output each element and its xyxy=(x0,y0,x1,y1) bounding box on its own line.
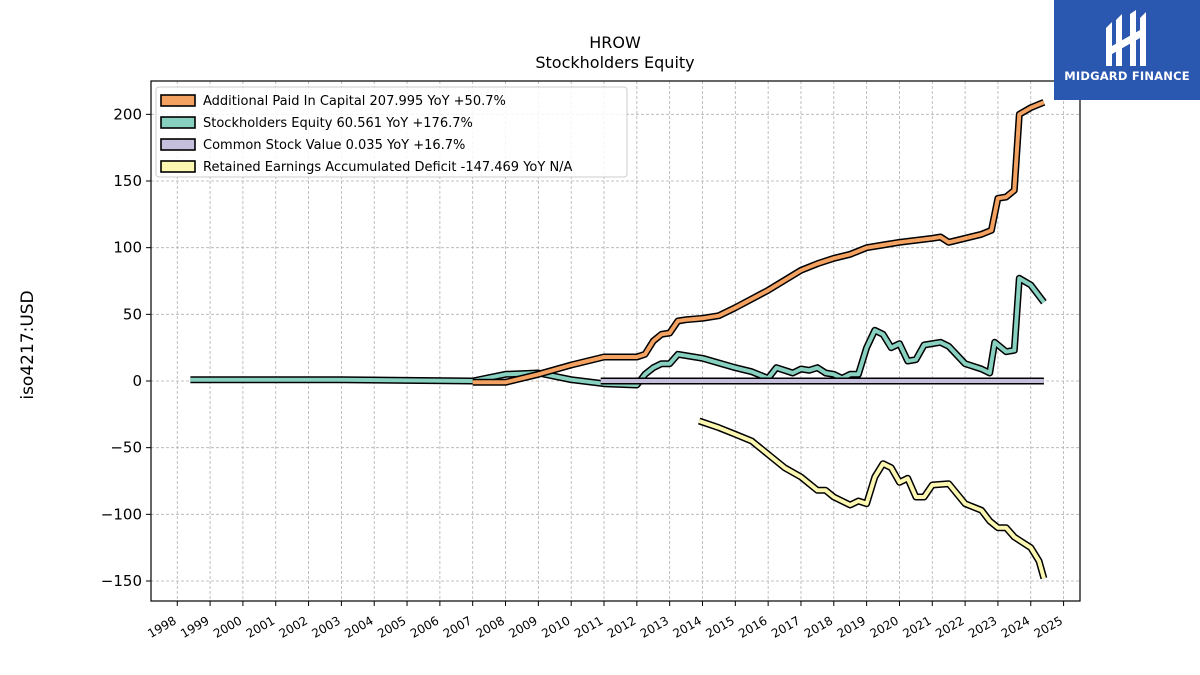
x-tick-label: 2008 xyxy=(474,613,507,640)
legend-swatch xyxy=(160,116,196,129)
series-line xyxy=(472,100,1045,385)
y-tick-label: 150 xyxy=(113,172,142,190)
x-tick-label: 2001 xyxy=(244,613,277,640)
x-tick-label: 2003 xyxy=(309,613,342,640)
y-axis: −150 −100 −50 0 50 100 150 200 xyxy=(101,105,151,590)
legend-swatch xyxy=(160,138,196,151)
series-layer xyxy=(190,99,1048,580)
y-tick-label: −50 xyxy=(110,439,142,457)
legend-swatch xyxy=(160,160,196,173)
legend-swatch xyxy=(160,94,196,107)
x-tick-label: 2000 xyxy=(211,613,244,640)
x-tick-label: 2005 xyxy=(375,613,408,640)
x-tick-label: 2021 xyxy=(900,613,933,640)
series-line xyxy=(698,419,1046,579)
x-tick-label: 2009 xyxy=(506,613,539,640)
x-tick-label: 2019 xyxy=(835,613,868,640)
x-tick-label: 2002 xyxy=(277,613,310,640)
grid-lines xyxy=(151,81,1080,601)
x-tick-label: 2012 xyxy=(605,613,638,640)
y-tick-label: −100 xyxy=(101,505,142,523)
legend: Additional Paid In Capital 207.995 YoY +… xyxy=(155,86,628,178)
legend-item: Common Stock Value 0.035 YoY +16.7% xyxy=(203,138,465,153)
legend-item: Retained Earnings Accumulated Deficit -1… xyxy=(203,160,573,175)
x-tick-label: 2006 xyxy=(408,613,441,640)
x-tick-label: 2023 xyxy=(966,613,999,640)
legend-item: Additional Paid In Capital 207.995 YoY +… xyxy=(203,94,506,109)
y-tick-label: 50 xyxy=(123,305,142,323)
x-tick-label: 2013 xyxy=(638,613,671,640)
logo-text: MIDGARD FINANCE xyxy=(1064,69,1190,83)
x-tick-label: 2020 xyxy=(867,613,900,640)
series-line xyxy=(190,276,1046,387)
y-axis-label: iso4217:USD xyxy=(18,290,38,400)
x-tick-label: 2015 xyxy=(703,613,736,640)
x-tick-label: 2025 xyxy=(1032,613,1065,640)
y-tick-label: −150 xyxy=(101,572,142,590)
logo-mark-icon xyxy=(1106,10,1146,66)
x-tick-label: 2022 xyxy=(933,613,966,640)
x-tick-label: 2011 xyxy=(572,613,605,640)
y-tick-label: 200 xyxy=(113,105,142,123)
series-outline xyxy=(698,417,1048,580)
chart-title: HROW xyxy=(589,33,641,52)
legend-item: Stockholders Equity 60.561 YoY +176.7% xyxy=(203,116,473,131)
x-tick-label: 2024 xyxy=(999,613,1032,640)
x-tick-label: 2018 xyxy=(802,613,835,640)
legend-box xyxy=(155,86,628,178)
x-tick-label: 2010 xyxy=(539,613,572,640)
y-tick-label: 0 xyxy=(132,372,142,390)
logo: MIDGARD FINANCE xyxy=(1054,0,1200,100)
chart-subtitle: Stockholders Equity xyxy=(535,53,695,72)
x-tick-label: 1999 xyxy=(178,613,211,640)
x-tick-label: 2007 xyxy=(441,613,474,640)
x-tick-label: 2004 xyxy=(342,613,375,640)
x-tick-label: 1998 xyxy=(145,613,178,640)
x-axis: 1998 1999 2000 2001 2002 2003 2004 2005 2006 2007… xyxy=(145,601,1065,641)
x-tick-label: 2014 xyxy=(671,613,704,640)
x-tick-label: 2017 xyxy=(769,613,802,640)
plot-frame xyxy=(150,80,1081,602)
y-tick-label: 100 xyxy=(113,239,142,257)
x-tick-label: 2016 xyxy=(736,613,769,640)
series-outline xyxy=(190,274,1047,389)
